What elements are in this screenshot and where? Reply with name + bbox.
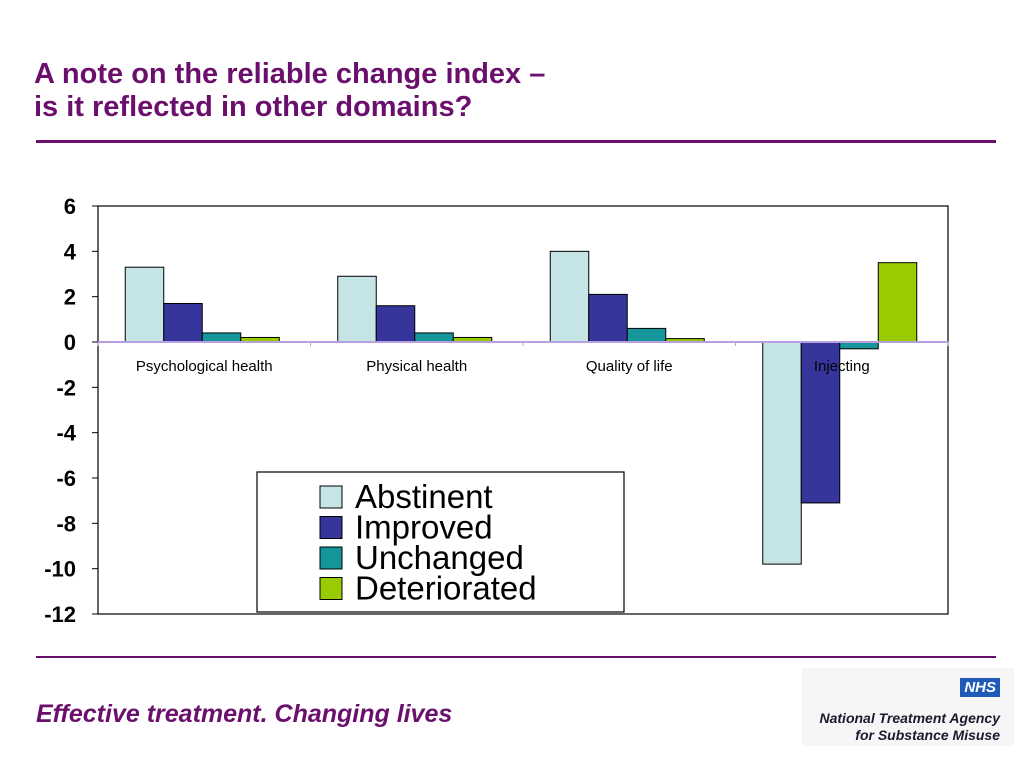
y-tick-label: -6	[56, 466, 76, 491]
bar-abstinent	[762, 341, 802, 565]
y-tick-label: 4	[64, 239, 77, 264]
legend-swatch-unchanged	[319, 546, 343, 570]
legend-label-improved: Improved	[355, 509, 493, 546]
y-tick-label: -12	[44, 602, 76, 627]
org-name-line-1: National Treatment Agency	[819, 710, 1001, 726]
bar-abstinent	[549, 250, 590, 343]
nhs-badge: NHS	[960, 678, 1000, 697]
legend-box	[256, 471, 625, 613]
bar-deteriorated	[877, 262, 918, 343]
bar-unchanged	[626, 327, 667, 343]
bar-abstinent	[337, 275, 377, 343]
legend-swatch-improved	[319, 516, 343, 539]
bar-abstinent	[124, 266, 165, 343]
bar-unchanged	[414, 332, 454, 343]
legend-swatch-abstinent	[319, 485, 343, 509]
title-line-1: A note on the reliable change index –	[34, 58, 546, 90]
x-category-label: Psychological health	[136, 358, 273, 375]
y-tick-label: 0	[64, 330, 76, 355]
bar-improved	[588, 293, 628, 343]
y-tick-label: 6	[64, 194, 76, 219]
bar-improved	[375, 305, 416, 343]
x-category-label: Physical health	[366, 358, 467, 375]
org-name-line-2: for Substance Misuse	[855, 727, 1000, 743]
bar-improved	[163, 302, 203, 343]
y-tick-label: -4	[56, 421, 76, 446]
nta-logo: NHS National Treatment Agency for Substa…	[802, 668, 1014, 746]
bar-unchanged	[201, 332, 242, 343]
x-category-label: Injecting	[814, 358, 870, 375]
x-category-label: Quality of life	[586, 358, 673, 375]
y-tick-label: -2	[56, 375, 76, 400]
legend-label-deteriorated: Deteriorated	[355, 570, 537, 607]
y-tick-label: -10	[44, 557, 76, 582]
slide-title: A note on the reliable change index – is…	[34, 58, 994, 124]
legend-swatch-deteriorated	[319, 577, 343, 600]
legend-label-unchanged: Unchanged	[355, 539, 524, 576]
chart: 6 4 2 0 -2 -4 -6 -8 -10 -12 Psychological health Ph…	[44, 194, 949, 627]
title-divider	[36, 140, 996, 143]
footer-tagline: Effective treatment. Changing lives	[36, 700, 453, 728]
y-tick-label: -8	[56, 511, 76, 536]
title-line-2: is it reflected in other domains?	[34, 91, 473, 123]
bar-unchanged	[839, 341, 879, 350]
footer-divider	[36, 656, 996, 658]
legend-label-abstinent: Abstinent	[355, 478, 493, 515]
y-tick-label: 2	[64, 285, 76, 310]
